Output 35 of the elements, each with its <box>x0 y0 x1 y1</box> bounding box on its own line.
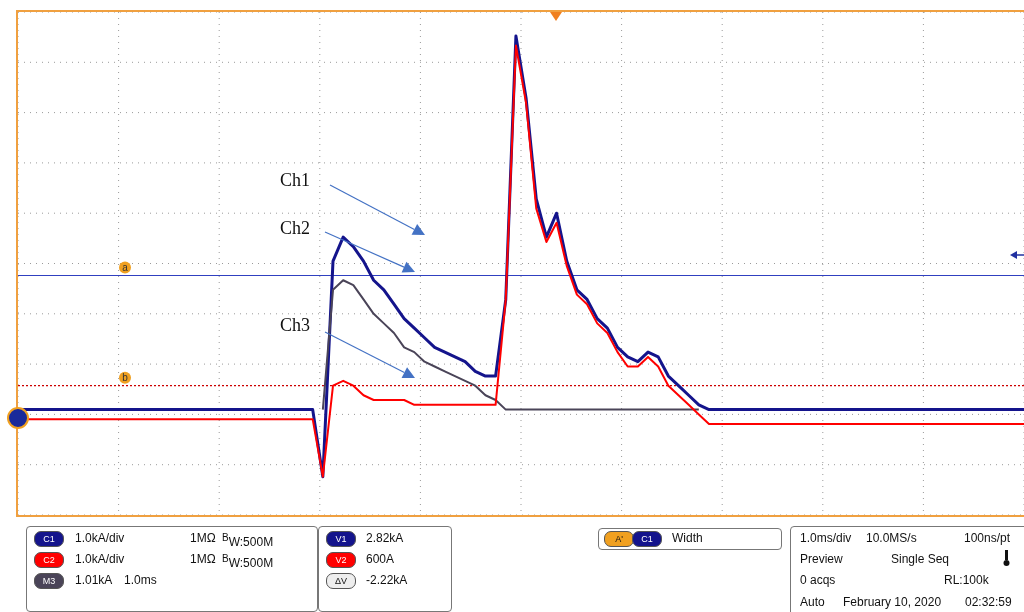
text: ΔV <box>326 573 356 589</box>
text: 1.0kA/div <box>75 530 125 546</box>
text: $^{B}$W:500M <box>222 552 274 571</box>
text: C1 <box>34 531 64 547</box>
text: V1 <box>326 531 356 547</box>
text: 2.82kA <box>366 530 404 546</box>
annotation: Ch3 <box>280 314 311 337</box>
annotation: Ch1 <box>280 169 311 192</box>
text: RL:100k <box>944 572 989 588</box>
text: M3 <box>34 573 64 589</box>
text: Auto <box>800 594 825 610</box>
text: 1.0ms <box>124 572 157 588</box>
text: A' <box>604 531 634 547</box>
text: 1.0kA/div <box>75 551 125 567</box>
text: C1 <box>632 531 662 547</box>
text: 1MΩ <box>190 530 216 546</box>
text: Single Seq <box>891 551 950 567</box>
annotation: Ch2 <box>280 217 311 240</box>
text: C2 <box>34 552 64 568</box>
ref-line-label: a <box>122 261 129 273</box>
text: 0 acqs <box>800 572 836 588</box>
text: Width <box>672 530 703 546</box>
text: February 10, 2020 <box>843 594 942 610</box>
text: 100ns/pt <box>964 530 1011 546</box>
text: 02:32:59 <box>965 594 1012 610</box>
text: Preview <box>800 551 843 567</box>
text: V2 <box>326 552 356 568</box>
text: 10.0MS/s <box>866 530 917 546</box>
text: 600A <box>366 551 395 567</box>
text: 1.01kA <box>75 572 113 588</box>
text: -2.22kA <box>366 572 408 588</box>
text: 1.0ms/div <box>800 530 852 546</box>
text: 1MΩ <box>190 551 216 567</box>
text: $^{B}$W:500M <box>222 531 274 550</box>
ref-line-label: b <box>122 372 129 384</box>
